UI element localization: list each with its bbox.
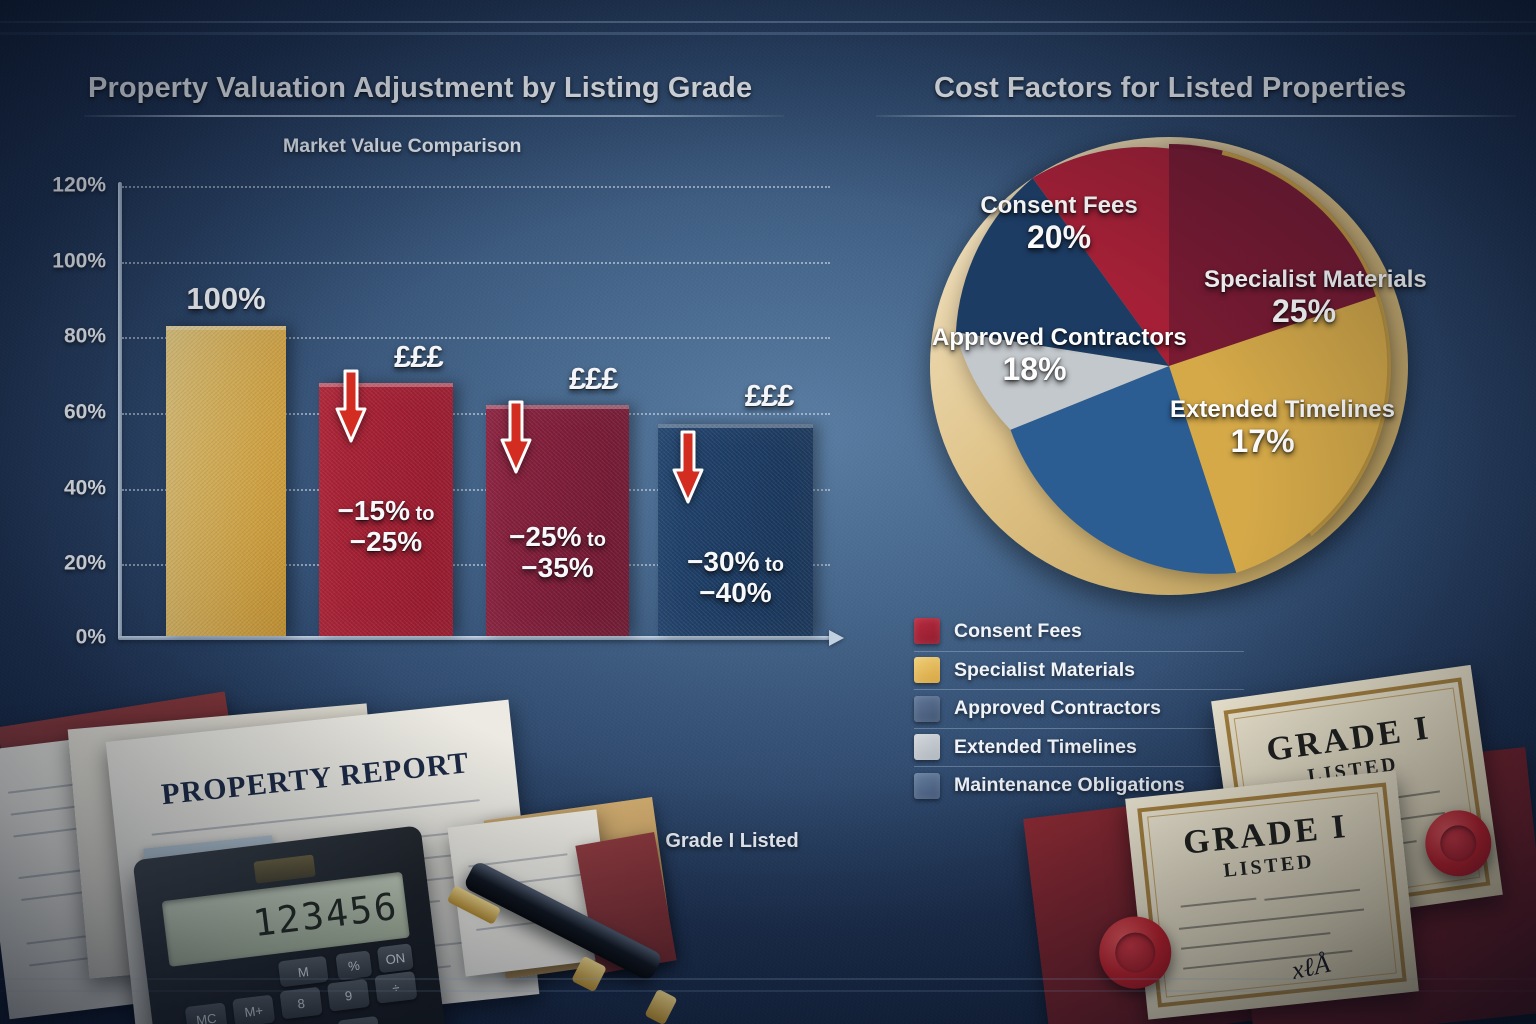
legend-label-consent-fees: Consent Fees [954,619,1082,642]
legend-item-consent-fees[interactable]: Consent Fees [914,612,1244,651]
calculator-display-value: 123456 [250,884,401,945]
bar-panel-subtitle: Market Value Comparison [283,135,522,157]
legend-swatch-maintenance-obligations [914,772,940,799]
bar-plot-area: 120% 100% 80% 60% 40% 20% 0% 100% [52,174,844,852]
calculator-solar-panel [253,854,316,884]
bar-group-grade2[interactable]: £££ −15% to −25% [319,339,453,636]
pie-label-pct: 18% [1002,350,1067,387]
bar-group-grade1[interactable]: £££ −30% to −40% [658,378,813,636]
bar-note-grade1: −30% to −40% [687,546,784,609]
property-documents-photo: PROPERTY REPORT [0,690,716,1024]
bar-group-unlisted[interactable]: 100% [166,281,286,636]
pie-label-pct: 25% [1271,292,1337,329]
pie-label-consent-fees: Consent Fees 20% [964,193,1154,254]
pie-panel-title: Cost Factors for Listed Properties [934,72,1407,104]
note-mid: to [409,503,435,525]
legend-swatch-approved-contractors [914,695,940,722]
pie-chart-rim: Consent Fees 20% Specialist Materials 25… [930,137,1427,595]
bar-note-grade2star: −25% to −35% [509,521,606,584]
pound-symbol-grade2: £££ [394,339,444,374]
note-from: −30% [687,546,760,577]
calculator-key-on[interactable]: ON [376,943,414,974]
pie-label-name: Consent Fees [980,192,1138,219]
pound-symbol-grade2star: £££ [568,361,619,396]
calculator-key-percent[interactable]: % [335,950,373,981]
pound-symbol-grade1: £££ [744,378,795,413]
legend-swatch-specialist-materials [914,657,940,684]
calculator-display: 123456 [161,871,410,967]
calculator-key-mc[interactable]: MC [184,1002,228,1024]
calculator-key-9[interactable]: 9 [326,978,371,1012]
calculator-key-8[interactable]: 8 [279,986,323,1020]
bar-chart-panel: Property Valuation Adjustment by Listing… [0,0,860,852]
pen-cap-ring [644,988,678,1024]
note-mid: to [581,529,606,551]
down-arrow-icon-grade2 [335,369,367,443]
calculator-key-mplus[interactable]: M+ [232,994,276,1024]
y-tick-60: 60% [63,400,106,424]
certificate-front[interactable]: GRADE I LISTED xℓÅ [1095,770,1419,1020]
y-tick-40: 40% [63,476,106,500]
calculator[interactable]: 123456 M % ON MC M+ 8 9 ÷ 7 8 9 × 4 5 6 … [132,825,450,1024]
pie-label-name: Extended Timelines [1170,396,1395,423]
calculator-key-divide[interactable]: ÷ [374,971,418,1004]
bar-note-grade2: −15% to −25% [338,495,435,558]
pie-label-name: Specialist Materials [1204,266,1427,293]
note-to: −35% [521,552,594,584]
bar-panel-title: Property Valuation Adjustment by Listing… [88,72,753,104]
bar-title-rule [84,115,784,117]
bar-highlight [658,424,813,428]
legend-swatch-extended-timelines [914,734,940,761]
bar-series: 100% £££ −15% to −25% [122,182,830,636]
bar-highlight [166,326,286,330]
x-axis-arrow-icon [829,630,844,646]
note-from: −25% [509,521,582,552]
legend-swatch-consent-fees [914,618,940,645]
calculator-key-mrc[interactable]: M [277,955,329,988]
note-to: −40% [699,577,772,609]
down-arrow-icon-grade1 [672,430,704,504]
bar-unlisted[interactable] [166,326,286,636]
y-tick-100: 100% [52,249,106,273]
note-mid: to [759,554,784,576]
y-tick-20: 20% [63,551,106,575]
pie-label-name: Approved Contractors [932,324,1187,351]
property-report-title: PROPERTY REPORT [159,746,471,812]
note-to: −25% [349,526,423,558]
legend-item-specialist-materials[interactable]: Specialist Materials [914,650,1244,690]
listed-certificates-photo: GRADE I LISTED GRADE I LISTED xℓÅ [1023,664,1536,1024]
note-from: −15% [337,495,410,526]
y-tick-0: 0% [75,625,106,649]
pie-label-pct: 17% [1230,422,1295,459]
pie-label-extended-timelines: Extended Timelines 17% [1170,396,1395,459]
bar-group-grade2star[interactable]: £££ −25% to −35% [486,361,629,636]
down-arrow-icon-grade2star [500,400,532,474]
x-axis [118,630,844,646]
pie-label-pct: 20% [1026,218,1092,255]
bar-value-label-unlisted: 100% [186,281,266,316]
y-tick-80: 80% [63,324,106,348]
pie-label-specialist-materials: Specialist Materials 25% [1204,266,1427,329]
calculator-key-multiply[interactable]: × [337,1015,381,1024]
pie-label-approved-contractors: Approved Contractors 18% [932,324,1187,387]
y-tick-120: 120% [52,173,106,197]
legend-label-specialist-materials: Specialist Materials [954,658,1136,681]
pie-title-rule [876,115,1516,117]
